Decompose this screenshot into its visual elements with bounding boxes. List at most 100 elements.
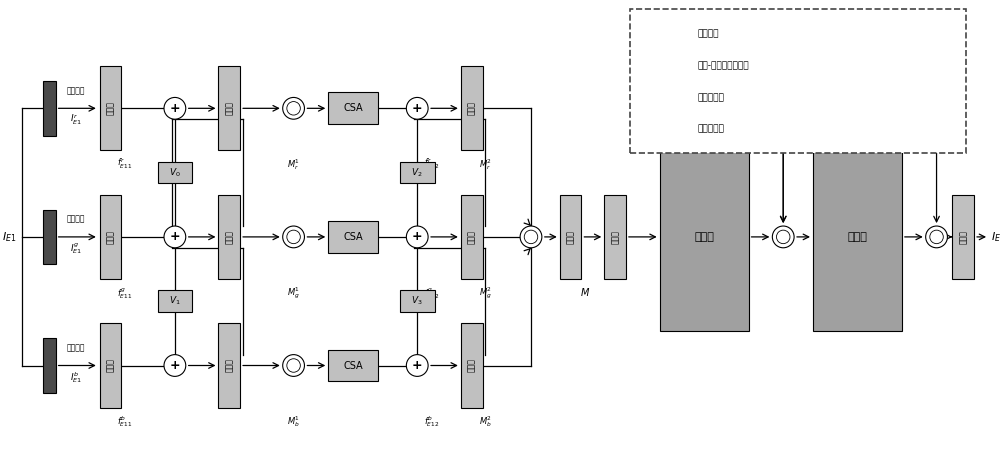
Text: $M_b^1$: $M_b^1$ xyxy=(287,414,300,430)
Text: +: + xyxy=(170,102,180,115)
Text: 卷积层: 卷积层 xyxy=(225,359,234,372)
Bar xyxy=(813,143,902,331)
Text: $M_r^1$: $M_r^1$ xyxy=(287,157,300,172)
Text: 卷积层: 卷积层 xyxy=(566,230,575,244)
Text: $M_r^2$: $M_r^2$ xyxy=(479,157,492,172)
Text: 卷积层: 卷积层 xyxy=(106,230,115,244)
Bar xyxy=(400,290,435,312)
Circle shape xyxy=(283,355,304,377)
Text: +: + xyxy=(412,230,423,244)
Bar xyxy=(461,195,483,279)
Text: $I_{E1}^r$: $I_{E1}^r$ xyxy=(70,113,82,128)
Text: 卷积层: 卷积层 xyxy=(225,101,234,115)
Circle shape xyxy=(772,226,794,248)
Text: +: + xyxy=(170,359,180,372)
Text: $I_{E1}^g$: $I_{E1}^g$ xyxy=(70,241,82,256)
Text: CSA: CSA xyxy=(343,361,363,371)
Circle shape xyxy=(658,123,671,135)
Bar xyxy=(100,66,121,150)
Bar xyxy=(100,324,121,408)
Text: 卷积层: 卷积层 xyxy=(467,230,476,244)
Bar xyxy=(328,350,378,381)
Bar xyxy=(100,195,121,279)
Text: $f_{E12}^g$: $f_{E12}^g$ xyxy=(424,286,440,301)
Circle shape xyxy=(287,230,300,244)
Text: $I_E$: $I_E$ xyxy=(991,230,1000,244)
Text: $I_{E1}^b$: $I_{E1}^b$ xyxy=(70,370,82,385)
Text: +: + xyxy=(170,230,180,244)
Circle shape xyxy=(283,226,304,248)
Circle shape xyxy=(524,230,538,244)
Text: 卷积层: 卷积层 xyxy=(106,101,115,115)
Circle shape xyxy=(776,230,790,244)
Text: 绿色通道: 绿色通道 xyxy=(67,215,85,223)
Bar xyxy=(218,66,240,150)
Text: 卷积层: 卷积层 xyxy=(611,230,620,244)
Circle shape xyxy=(287,101,300,115)
Bar xyxy=(158,162,192,184)
Text: CSA: CSA xyxy=(343,103,363,113)
Text: $f_{E12}^b$: $f_{E12}^b$ xyxy=(424,414,440,430)
Bar xyxy=(461,324,483,408)
Bar xyxy=(650,24,679,44)
Text: $f_{E11}^r$: $f_{E11}^r$ xyxy=(117,157,132,171)
Bar xyxy=(328,92,378,124)
Text: 卷积层: 卷积层 xyxy=(106,359,115,372)
Text: 卷积块: 卷积块 xyxy=(694,232,714,242)
Text: $V_3$: $V_3$ xyxy=(411,295,423,308)
Text: 补偿参数: 补偿参数 xyxy=(697,30,719,39)
Circle shape xyxy=(164,226,186,248)
FancyBboxPatch shape xyxy=(630,10,966,153)
Circle shape xyxy=(406,355,428,377)
Bar xyxy=(650,56,679,76)
Text: $V_2$: $V_2$ xyxy=(411,166,423,179)
Text: 卷积层: 卷积层 xyxy=(959,230,968,244)
Bar xyxy=(604,195,626,279)
Text: $V_1$: $V_1$ xyxy=(169,295,181,308)
Bar xyxy=(43,338,56,393)
Circle shape xyxy=(287,359,300,372)
Text: CSA: CSA xyxy=(343,232,363,242)
Text: $f_{E11}^b$: $f_{E11}^b$ xyxy=(117,414,132,430)
Text: $M_g^2$: $M_g^2$ xyxy=(479,286,492,301)
Circle shape xyxy=(655,119,674,139)
Bar xyxy=(400,162,435,184)
Text: $M_b^2$: $M_b^2$ xyxy=(479,414,492,430)
Bar xyxy=(218,195,240,279)
Text: 红色通道: 红色通道 xyxy=(67,86,85,95)
Bar xyxy=(952,195,974,279)
Bar xyxy=(43,81,56,136)
Circle shape xyxy=(406,226,428,248)
Text: 蓝色通道: 蓝色通道 xyxy=(67,343,85,352)
Bar xyxy=(560,195,581,279)
Circle shape xyxy=(164,355,186,377)
Text: 卷积层: 卷积层 xyxy=(467,359,476,372)
Circle shape xyxy=(655,88,674,107)
Text: V: V xyxy=(661,29,668,39)
Text: $I_{E1}$: $I_{E1}$ xyxy=(2,230,17,244)
Text: 卷积层: 卷积层 xyxy=(225,230,234,244)
Text: $M_g^1$: $M_g^1$ xyxy=(287,286,300,301)
Text: 通道-空间注意力模块: 通道-空间注意力模块 xyxy=(697,61,749,70)
Circle shape xyxy=(926,226,947,248)
Bar xyxy=(218,324,240,408)
Text: +: + xyxy=(659,91,670,104)
Bar xyxy=(461,66,483,150)
Text: 按通道拼接: 按通道拼接 xyxy=(697,125,724,133)
Bar xyxy=(43,210,56,264)
Circle shape xyxy=(406,97,428,119)
Text: 卷积块: 卷积块 xyxy=(847,232,867,242)
Circle shape xyxy=(164,97,186,119)
Text: $f_{E12}^r$: $f_{E12}^r$ xyxy=(424,157,440,171)
Text: CSA: CSA xyxy=(655,61,674,70)
Circle shape xyxy=(930,230,943,244)
Text: $V_0$: $V_0$ xyxy=(169,166,181,179)
Bar xyxy=(158,290,192,312)
Text: +: + xyxy=(412,359,423,372)
Bar xyxy=(328,221,378,253)
Text: 卷积层: 卷积层 xyxy=(467,101,476,115)
Text: $f_{E11}^g$: $f_{E11}^g$ xyxy=(117,286,132,301)
Text: 按元素求和: 按元素求和 xyxy=(697,93,724,102)
Circle shape xyxy=(520,226,542,248)
Circle shape xyxy=(283,97,304,119)
